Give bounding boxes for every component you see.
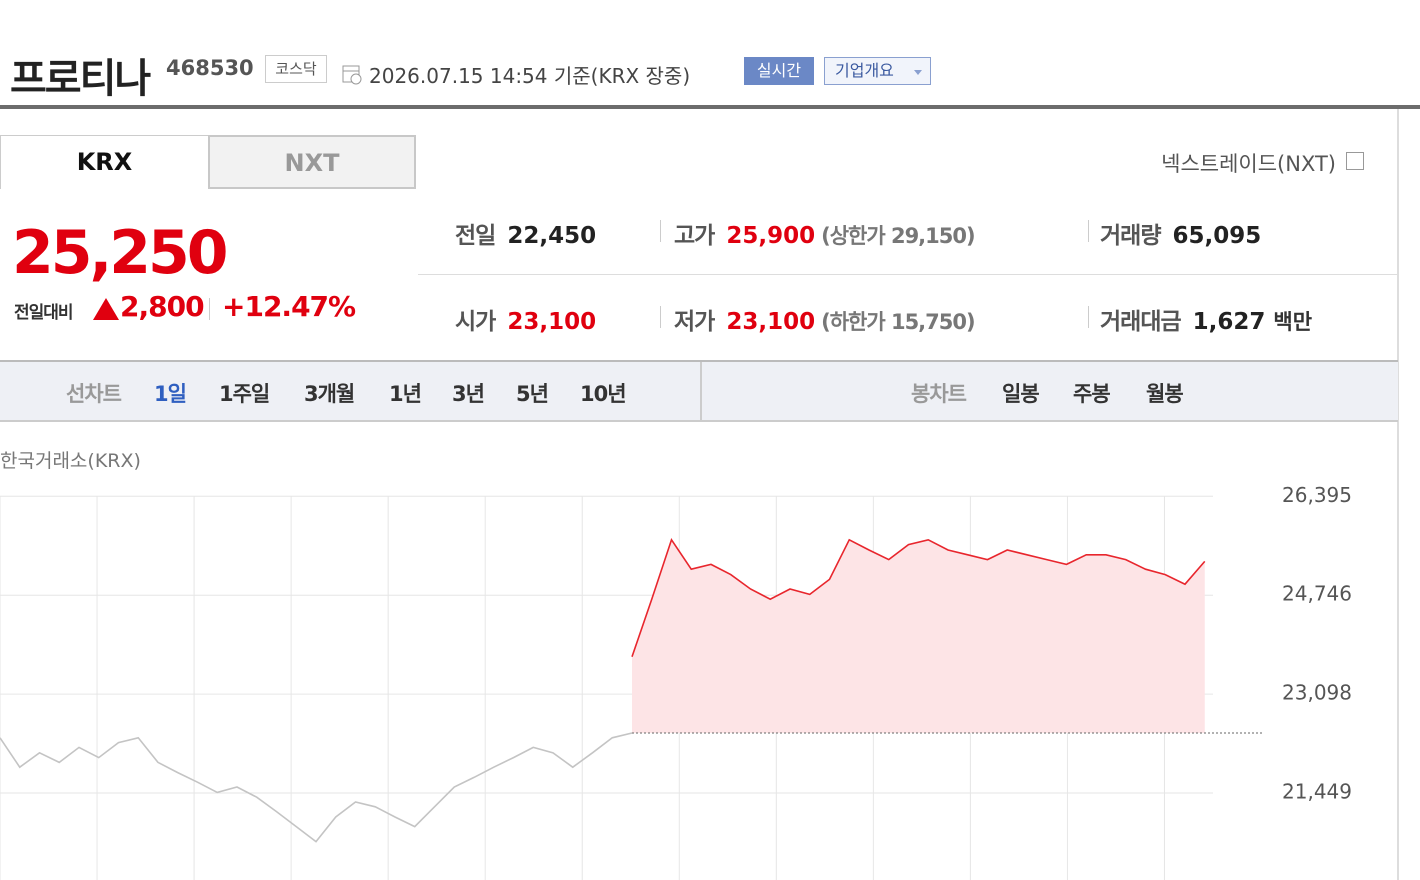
y-tick-label: 26,395 [1282,483,1352,507]
change-rate: +12.47% [222,290,356,323]
market-badge: 코스닥 [265,55,327,83]
stat-label: 저가 [674,309,715,335]
period[interactable]: 1주일 [219,382,270,406]
stat-label: 시가 [455,309,496,335]
stat-value: 65,095 [1172,223,1262,249]
stat-value: 23,100 [507,309,597,335]
change-value: 2,800 [120,290,205,323]
stat-unit: 백만 [1273,310,1313,334]
period[interactable]: 5년 [516,382,549,406]
up-arrow [93,298,119,320]
stock-name: 프로티나 [10,56,151,102]
stat-limit: (하한가 15,750) [821,310,976,334]
tab-nxt[interactable]: NXT [208,135,416,189]
change-label: 전일대비 [14,303,74,323]
period-divider [700,362,702,422]
period[interactable]: 10년 [580,382,627,406]
stat-label: 거래대금 [1100,309,1182,335]
period[interactable]: 3개월 [304,382,355,406]
candle-chart-label: 봉차트 [911,382,967,406]
stat-limit: (상한가 29,150) [821,224,976,248]
company-button[interactable]: 기업개요 [824,57,931,85]
header-divider [0,105,1420,109]
line-chart-label: 선차트 [66,382,122,406]
tab-krx[interactable]: KRX [0,135,208,189]
price-area [632,539,1205,733]
y-tick-label: 24,746 [1282,582,1352,606]
stat-label: 거래량 [1100,223,1161,249]
separator [1088,220,1089,242]
stat-label: 고가 [674,223,715,249]
price-line [631,538,1206,658]
stat: 거래대금 1,627 백만 [1100,302,1312,336]
price-chart: 26,395 24,746 23,098 21,449 [0,483,1352,880]
period[interactable]: 주봉 [1073,382,1111,406]
stat: 거래량 65,095 [1100,216,1261,250]
stat-value: 22,450 [507,223,597,249]
timestamp: 2026.07.15 14:54 기준(KRX 장중) [369,64,691,88]
period[interactable]: 1년 [389,382,422,406]
y-tick-label: 21,449 [1282,780,1352,804]
period[interactable]: 일봉 [1002,382,1040,406]
period[interactable]: 3년 [452,382,485,406]
separator [660,220,661,242]
stat-value: 1,627 [1192,309,1266,335]
separator [1088,306,1089,328]
chart-source: 한국거래소(KRX) [0,450,141,472]
stat-label: 전일 [455,223,496,249]
calendar-icon [342,65,362,85]
stat: 시가 23,100 [455,302,596,336]
separator [660,306,661,328]
help-icon[interactable] [1346,152,1364,170]
price-line [0,732,633,843]
stat: 저가 23,100 (하한가 15,750) [674,302,976,336]
nxt-link[interactable]: 넥스트레이드(NXT) [1161,152,1336,176]
stat: 고가 25,900 (상한가 29,150) [674,216,976,250]
period-bar [0,362,1398,422]
stock-code: 468530 [166,56,254,80]
stat: 전일 22,450 [455,216,596,250]
current-price: 25,250 [12,218,229,288]
period[interactable]: 1일 [154,382,187,406]
section-divider [0,360,1398,362]
stats-divider [418,274,1398,275]
y-tick-label: 23,098 [1282,681,1352,705]
stat-value: 23,100 [726,309,816,335]
panel-border [1397,109,1399,880]
realtime-button[interactable]: 실시간 [744,57,814,85]
period[interactable]: 월봉 [1146,382,1184,406]
separator [209,298,210,320]
stat-value: 25,900 [726,223,816,249]
